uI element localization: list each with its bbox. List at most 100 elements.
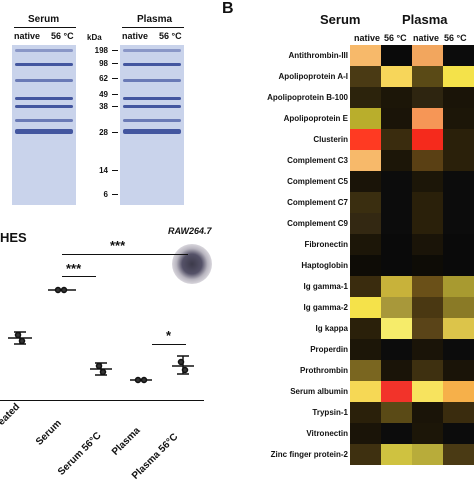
mw-marker: 28 (99, 128, 108, 137)
heatmap-cell (443, 129, 474, 150)
heatmap-cell (412, 297, 443, 318)
heatmap-col-label: native (354, 33, 381, 43)
heatmap-row-label: Haptoglobin (301, 261, 348, 270)
heatmap-cell (443, 66, 474, 87)
gel-serum-underline (14, 27, 76, 28)
heatmap-cell (412, 255, 443, 276)
heatmap-cell (412, 87, 443, 108)
heatmap-cell (412, 360, 443, 381)
heatmap-row-label: Apolipoprotein B-100 (267, 93, 348, 102)
panel-c-title: HES (0, 230, 27, 245)
gel-plasma (120, 45, 184, 205)
mw-marker: 6 (103, 190, 108, 199)
sig-bracket-plasma (152, 344, 186, 345)
mw-marker: 14 (99, 166, 108, 175)
heatmap-cell (412, 402, 443, 423)
gel-group-label-serum: Serum (28, 14, 60, 25)
heatmap-cell (443, 234, 474, 255)
heatmap-cell (412, 108, 443, 129)
heatmap-row-label: Ig gamma-1 (303, 282, 348, 291)
heatmap-cell (381, 318, 412, 339)
heatmap-cell (350, 171, 381, 192)
heatmap-cell (443, 318, 474, 339)
heatmap-group-serum: Serum (320, 12, 361, 27)
gel-group-label-plasma: Plasma (137, 14, 173, 25)
heatmap-cell (350, 234, 381, 255)
mw-marker: 49 (99, 90, 108, 99)
sig-stars-serum: *** (66, 261, 82, 276)
heatmap-col-label: 56 °C (444, 33, 467, 43)
heatmap-group-plasma: Plasma (402, 12, 448, 27)
heatmap-cell (381, 402, 412, 423)
x-label: Plasma (110, 425, 143, 458)
heatmap-cell (412, 234, 443, 255)
heatmap-cell (412, 192, 443, 213)
heatmap-cell (443, 255, 474, 276)
x-label: eated (0, 401, 23, 428)
sig-bracket-serum (62, 276, 96, 277)
heatmap-cell (443, 150, 474, 171)
gel-lane-label: 56 °C (159, 31, 182, 41)
mw-marker: 198 (94, 46, 108, 55)
heatmap-cell (443, 87, 474, 108)
x-label: Serum 56°C (56, 430, 104, 478)
heatmap-cell (443, 192, 474, 213)
heatmap-cell (412, 129, 443, 150)
heatmap-cell (350, 360, 381, 381)
gel-lane-label: native (14, 31, 41, 41)
heatmap-cell (350, 45, 381, 66)
gel-lane-label: 56 °C (51, 31, 74, 41)
heatmap-cell (412, 276, 443, 297)
heatmap-cell (381, 297, 412, 318)
heatmap-cell (381, 381, 412, 402)
x-label: Serum (34, 417, 64, 448)
heatmap-cell (412, 213, 443, 234)
mw-unit: kDa (87, 33, 102, 42)
heatmap-cell (412, 66, 443, 87)
heatmap-row-label: Complement C3 (287, 156, 348, 165)
heatmap-cell (381, 234, 412, 255)
heatmap-cell (381, 66, 412, 87)
heatmap-cell (381, 129, 412, 150)
heatmap-row-label: Trypsin-1 (312, 408, 348, 417)
heatmap-cell (412, 339, 443, 360)
heatmap-cell (443, 423, 474, 444)
heatmap-cell (350, 402, 381, 423)
heatmap-cell (443, 213, 474, 234)
heatmap-cell (381, 213, 412, 234)
heatmap-cell (381, 255, 412, 276)
heatmap-cell (350, 255, 381, 276)
dot-plot (8, 286, 194, 384)
heatmap-row-labels: Antithrombin-III Apolipoprotein A-I Apolip… (220, 45, 348, 465)
sig-stars-plasma: * (166, 328, 172, 343)
mw-marker: 62 (99, 74, 108, 83)
heatmap-cell (443, 276, 474, 297)
sig-stars-outer: *** (110, 238, 126, 253)
heatmap-cell (443, 402, 474, 423)
heatmap-cell (350, 87, 381, 108)
heatmap-grid (350, 45, 474, 465)
heatmap-cell (443, 339, 474, 360)
heatmap-row-label: Fibronectin (304, 240, 348, 249)
heatmap-cell (350, 150, 381, 171)
heatmap-cell (350, 276, 381, 297)
heatmap-cell (350, 213, 381, 234)
heatmap-cell (381, 339, 412, 360)
heatmap-cell (381, 444, 412, 465)
gel-serum (12, 45, 76, 205)
heatmap-row-label: Apolipoprotein E (283, 114, 348, 123)
heatmap-row-label: Clusterin (313, 135, 348, 144)
heatmap-cell (412, 171, 443, 192)
heatmap-row-label: Antithrombin-III (288, 51, 348, 60)
heatmap-cell (412, 45, 443, 66)
heatmap-row-label: Apolipoprotein A-I (278, 72, 348, 81)
panel-b-letter: B (222, 0, 234, 17)
heatmap-row-label: Zinc finger protein-2 (270, 450, 348, 459)
heatmap-cell (443, 444, 474, 465)
heatmap-row-label: Complement C5 (287, 177, 348, 186)
heatmap-row-label: Serum albumin (290, 387, 348, 396)
cell-line-label: RAW264.7 (168, 226, 212, 236)
x-axis (0, 400, 204, 401)
heatmap-cell (350, 423, 381, 444)
heatmap-row-label: Complement C9 (287, 219, 348, 228)
